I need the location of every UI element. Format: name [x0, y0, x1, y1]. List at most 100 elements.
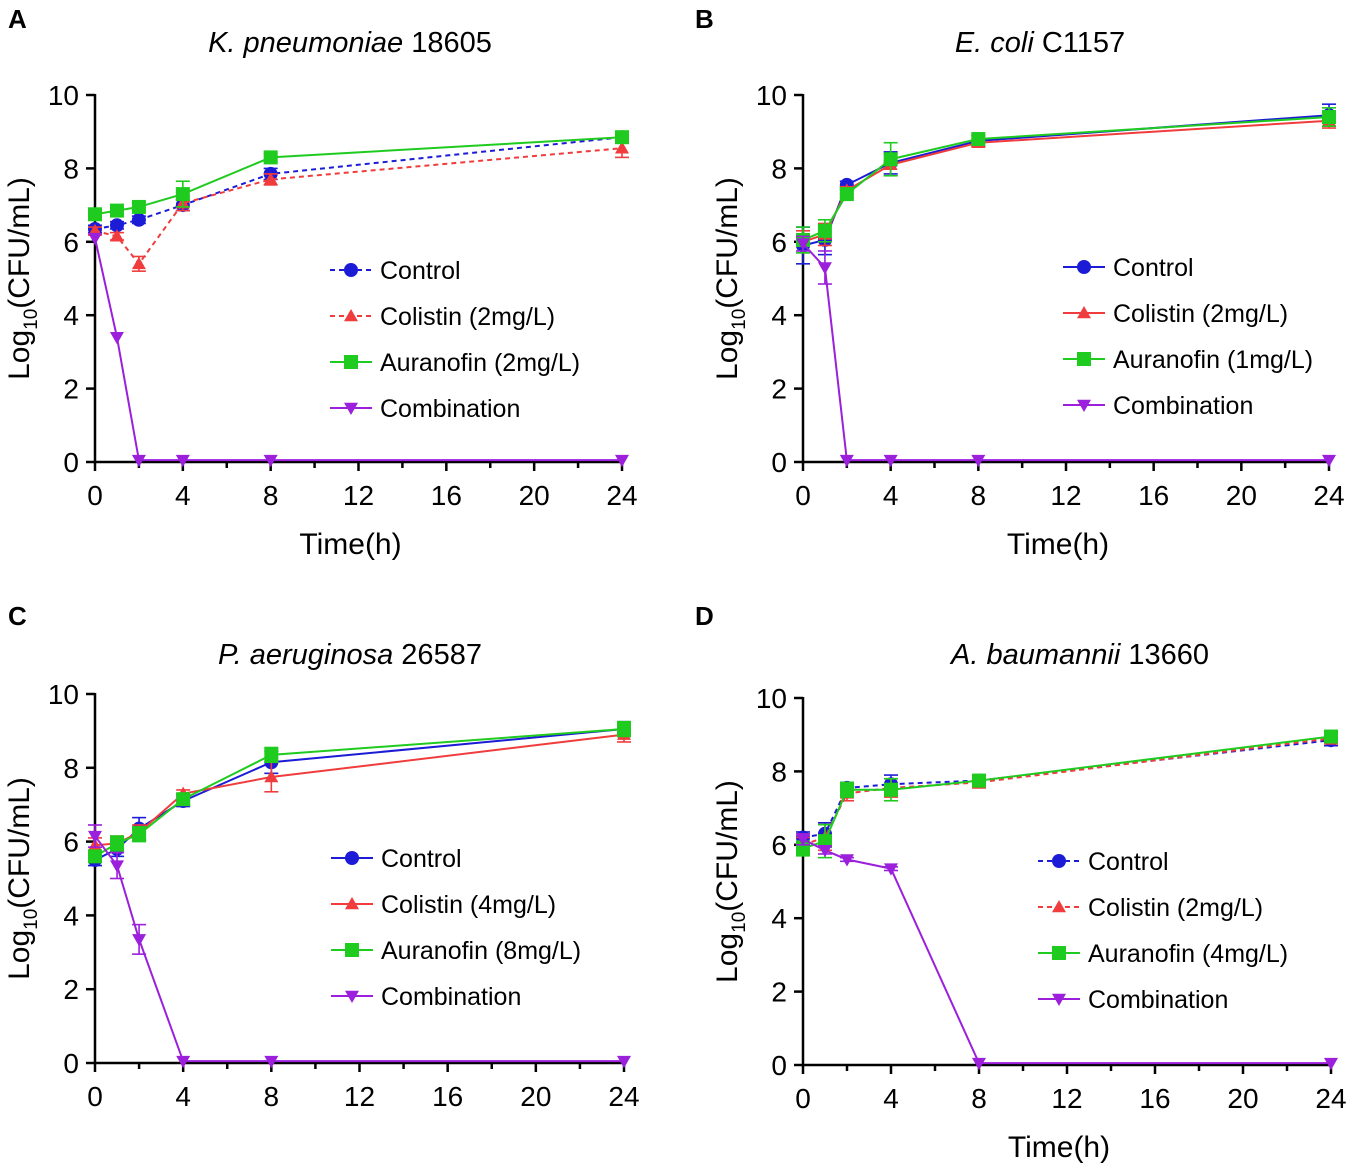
y-label-main: Log	[3, 330, 36, 380]
y-tick-label: 6	[771, 227, 787, 258]
y-tick-label: 6	[771, 830, 787, 861]
data-point	[884, 863, 898, 876]
panel-title: E. coli C1157	[955, 27, 1125, 59]
series-auranofin	[796, 729, 1338, 859]
y-label-main: Log	[711, 933, 744, 983]
x-tick-label: 4	[175, 480, 191, 511]
legend-item: Auranofin (8mg/L)	[331, 937, 581, 965]
y-tick-label: 0	[771, 447, 787, 478]
x-tick-label: 0	[87, 480, 103, 511]
data-point	[109, 331, 124, 345]
legend-item: Auranofin (1mg/L)	[1063, 346, 1313, 374]
legend-marker	[345, 851, 359, 865]
data-point	[796, 834, 810, 847]
data-point	[263, 454, 278, 468]
legend-marker	[1052, 946, 1066, 960]
x-tick-label: 16	[1139, 1083, 1170, 1114]
y-tick-label: 2	[771, 977, 787, 1008]
data-point	[175, 454, 190, 468]
data-point	[263, 172, 278, 185]
x-tick-label: 8	[971, 1083, 987, 1114]
y-tick-label: 6	[63, 227, 79, 258]
y-tick-label: 0	[771, 1050, 787, 1081]
y-tick-label: 8	[63, 153, 79, 184]
x-tick-label: 24	[1315, 1083, 1346, 1114]
series-colistin	[88, 138, 629, 272]
y-axis-label: Log10(CFU/mL)	[711, 780, 750, 983]
data-point	[264, 747, 279, 762]
legend-item: Combination	[1038, 986, 1228, 1014]
y-tick-label: 2	[771, 374, 787, 405]
legend-item: Control	[330, 257, 461, 285]
series-combination	[88, 824, 631, 1069]
legend-label: Colistin (4mg/L)	[381, 891, 556, 919]
data-point	[617, 1055, 631, 1069]
y-label-unit: (CFU/mL)	[711, 780, 744, 912]
y-axis-label: Log10(CFU/mL)	[3, 177, 42, 380]
data-point	[109, 203, 124, 218]
series-line	[94, 237, 622, 462]
series-line	[94, 136, 623, 216]
data-point	[972, 1057, 986, 1071]
legend-marker	[1077, 260, 1091, 274]
series-line	[802, 119, 1330, 243]
series-combination	[796, 832, 1338, 1071]
panel-letter: B	[695, 4, 714, 34]
data-point	[264, 1055, 279, 1069]
legend-item: Colistin (2mg/L)	[330, 303, 555, 331]
data-point	[617, 722, 631, 737]
title-strain: 18605	[403, 27, 492, 59]
panel-title: K. pneumoniae 18605	[208, 27, 492, 59]
data-point	[109, 229, 124, 242]
data-point	[131, 454, 146, 468]
y-tick-label: 2	[63, 974, 79, 1005]
title-species: K. pneumoniae	[208, 27, 403, 59]
x-tick-label: 4	[883, 480, 899, 511]
legend-label: Colistin (2mg/L)	[1113, 300, 1288, 328]
y-tick-label: 4	[63, 300, 79, 331]
data-point	[88, 830, 102, 844]
y-tick-label: 10	[48, 80, 79, 111]
series-auranofin	[796, 107, 1336, 254]
y-tick-label: 6	[63, 827, 79, 858]
data-point	[817, 223, 832, 238]
data-point	[264, 770, 279, 783]
legend-marker	[1052, 900, 1066, 913]
legend-marker	[344, 402, 358, 415]
data-point	[615, 141, 629, 154]
legend-marker	[345, 943, 359, 957]
x-tick-label: 20	[520, 1081, 551, 1112]
series-line	[94, 147, 623, 266]
legend-item: Colistin (4mg/L)	[331, 891, 556, 919]
legend-label: Control	[380, 257, 461, 285]
legend-item: Control	[1038, 848, 1169, 876]
y-label-unit: (CFU/mL)	[3, 177, 36, 309]
series-combination	[796, 235, 1336, 468]
panel-letter: C	[8, 601, 27, 631]
y-label-unit: (CFU/mL)	[711, 177, 744, 309]
data-point	[1324, 1057, 1338, 1071]
legend-marker	[1077, 352, 1091, 366]
legend-marker	[345, 990, 359, 1003]
legend-label: Control	[1088, 848, 1169, 876]
y-tick-label: 0	[63, 1048, 79, 1079]
title-strain: 26587	[393, 639, 482, 671]
data-point	[839, 454, 854, 468]
x-tick-label: 12	[1050, 480, 1081, 511]
data-point	[176, 792, 191, 807]
legend-item: Combination	[331, 983, 521, 1011]
x-axis-label: Time(h)	[299, 528, 401, 561]
y-tick-label: 10	[756, 683, 787, 714]
data-point	[839, 187, 854, 202]
y-label-unit: (CFU/mL)	[3, 777, 36, 909]
x-tick-label: 16	[432, 1081, 463, 1112]
series-auranofin	[88, 720, 631, 864]
y-label-main: Log	[711, 330, 744, 380]
data-point	[175, 187, 190, 202]
series-line	[802, 737, 1332, 846]
legend-item: Combination	[1063, 392, 1253, 420]
panel-letter: D	[695, 601, 714, 631]
legend-marker	[1077, 399, 1091, 412]
